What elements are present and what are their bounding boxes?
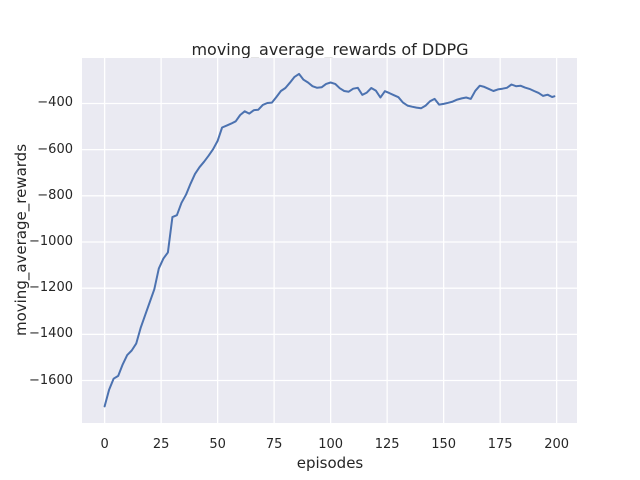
- data-line: [103, 72, 556, 408]
- x-tick-label: 125: [374, 437, 400, 452]
- y-tick-label: −1400: [29, 326, 73, 342]
- x-tick-label: 200: [544, 437, 570, 452]
- x-tick-label: 75: [265, 437, 283, 452]
- y-tick-label: −1600: [29, 372, 73, 388]
- plot-canvas: [82, 58, 577, 423]
- x-tick-label: 100: [318, 437, 344, 452]
- y-tick-label: −1200: [29, 280, 73, 296]
- x-tick-label: 150: [431, 437, 457, 452]
- x-axis-label: episodes: [296, 454, 364, 472]
- x-tick-label: 0: [100, 437, 109, 452]
- chart-title: moving_average_rewards of DDPG: [191, 40, 469, 59]
- x-tick-label: 50: [209, 437, 226, 452]
- x-tick-label: 175: [487, 437, 513, 452]
- y-tick-label: −1000: [29, 234, 73, 249]
- y-tick-label: −800: [37, 187, 73, 203]
- y-tick-label: −600: [37, 141, 73, 157]
- plot-area: [82, 58, 577, 423]
- x-tick-label: 25: [152, 437, 170, 452]
- y-tick-label: −400: [37, 95, 73, 111]
